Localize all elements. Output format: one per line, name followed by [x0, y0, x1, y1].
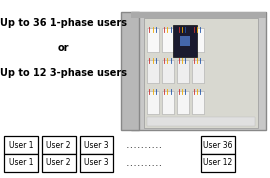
Bar	[42, 154, 76, 172]
Bar	[192, 28, 204, 52]
Bar	[173, 25, 197, 57]
Text: Up to 12 3-phase users: Up to 12 3-phase users	[0, 68, 127, 78]
Bar	[4, 136, 38, 154]
Bar	[147, 28, 159, 52]
Bar	[131, 12, 266, 130]
Bar	[131, 12, 266, 18]
Text: User 2: User 2	[46, 141, 71, 150]
Bar	[201, 154, 235, 172]
Bar	[192, 91, 204, 114]
Bar	[121, 12, 139, 130]
Bar	[162, 91, 174, 114]
Text: User 36: User 36	[203, 141, 233, 150]
Text: Up to 36 1-phase users: Up to 36 1-phase users	[0, 18, 127, 28]
Text: or: or	[58, 43, 69, 53]
Bar	[177, 60, 189, 83]
Bar	[162, 28, 174, 52]
Bar	[144, 18, 258, 128]
Text: ..........: ..........	[126, 158, 169, 168]
Text: User 3: User 3	[84, 158, 109, 167]
Bar	[147, 60, 159, 83]
Bar	[180, 36, 190, 46]
Text: User 1: User 1	[9, 158, 33, 167]
Text: User 1: User 1	[9, 141, 33, 150]
Bar	[80, 154, 113, 172]
Bar	[4, 154, 38, 172]
Bar	[192, 60, 204, 83]
Bar	[201, 136, 235, 154]
Bar	[177, 28, 189, 52]
Text: ..........: ..........	[126, 140, 169, 150]
Text: User 2: User 2	[46, 158, 71, 167]
Bar	[162, 60, 174, 83]
Bar	[147, 117, 255, 126]
Bar	[177, 91, 189, 114]
Bar	[42, 136, 76, 154]
Bar	[80, 136, 113, 154]
Text: User 12: User 12	[203, 158, 233, 167]
Text: User 3: User 3	[84, 141, 109, 150]
Bar	[147, 91, 159, 114]
